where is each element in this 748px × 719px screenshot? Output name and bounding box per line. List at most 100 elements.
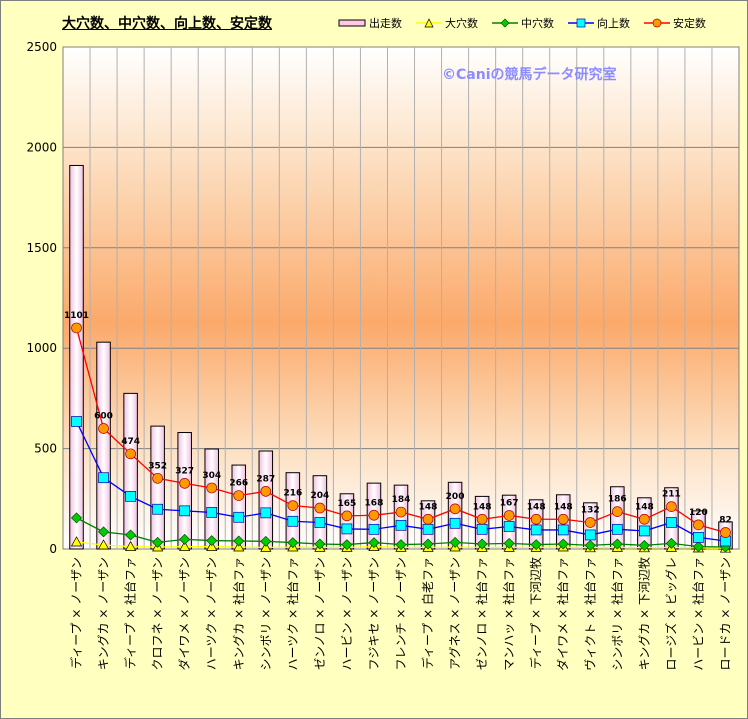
data-point	[71, 322, 82, 334]
data-point	[260, 541, 272, 552]
data-point	[233, 541, 245, 552]
data-label: 474	[121, 437, 140, 447]
data-point	[287, 515, 299, 527]
data-label: 168	[365, 498, 384, 508]
data-point	[179, 533, 191, 545]
data-label: 352	[148, 461, 167, 471]
data-point	[557, 538, 569, 550]
legend-label: 安定数	[673, 17, 706, 30]
data-point	[639, 513, 650, 525]
data-label: 204	[310, 491, 329, 501]
data-point	[97, 539, 110, 550]
data-label: 287	[256, 474, 275, 484]
data-label: 82	[719, 516, 732, 526]
data-point	[314, 502, 326, 514]
legend-diamond-icon	[492, 18, 518, 28]
data-point	[611, 538, 623, 550]
y-tick-label: 2500	[26, 40, 57, 54]
x-tick-label: ディープ × ノーザン	[69, 557, 84, 669]
legend-item-mid-upset: 中穴数	[492, 15, 554, 31]
data-point	[152, 472, 163, 484]
x-tick-label: マンハッ × 社台ファ	[501, 557, 516, 671]
x-tick-label: シンボリ × ノーザン	[259, 557, 273, 670]
x-tick-label: フレンチ × ノーザン	[394, 557, 408, 670]
x-tick-label: クロフネ × ノーザン	[151, 557, 165, 670]
data-point	[368, 523, 380, 535]
data-point	[422, 538, 434, 550]
data-label: 600	[94, 412, 113, 422]
data-point	[341, 539, 353, 551]
data-point	[557, 524, 569, 536]
series-square	[71, 416, 731, 547]
x-tick-label: フジキセ × ノーザン	[367, 557, 381, 670]
y-tick-label: 500	[34, 442, 57, 456]
data-point	[260, 535, 272, 547]
data-point	[611, 506, 623, 518]
data-point	[179, 505, 191, 517]
data-point	[530, 524, 542, 536]
data-point	[233, 511, 245, 523]
x-tick-label: ダイワメ × 社台ファ	[555, 557, 570, 671]
data-point	[584, 529, 596, 541]
data-point	[260, 486, 272, 497]
data-label: 216	[283, 489, 302, 499]
data-label: 148	[473, 502, 492, 512]
data-label: 148	[635, 502, 654, 512]
data-point	[395, 519, 407, 531]
series-diamond	[71, 512, 731, 553]
data-point	[125, 529, 137, 541]
bar	[69, 164, 84, 550]
legend-item-stable: 安定数	[644, 15, 706, 31]
data-point	[287, 537, 299, 549]
data-point	[125, 540, 137, 551]
data-point	[179, 477, 191, 489]
data-point	[503, 521, 515, 532]
data-point	[395, 506, 407, 518]
data-point	[368, 537, 380, 549]
data-point	[503, 537, 515, 549]
x-tick-label: シンボリ × 社台ファ	[609, 557, 624, 671]
y-tick-label: 0	[49, 542, 57, 556]
chart-title: 大穴数、中穴数、向上数、安定数	[62, 16, 272, 32]
data-point	[530, 513, 542, 525]
data-point	[71, 512, 83, 524]
data-point	[693, 519, 704, 531]
data-point	[666, 501, 677, 512]
data-labels: 1101 600 474 352 327 304 266 287 216 204 165 168 184…	[64, 311, 732, 526]
data-point	[638, 539, 650, 551]
data-point	[476, 523, 488, 535]
x-tick-label: ハービン × ノーザン	[340, 557, 354, 670]
data-point	[422, 523, 434, 535]
x-tick-label: ディープ × 白老ファ	[420, 557, 435, 669]
series-circle	[71, 322, 731, 538]
data-label: 148	[527, 502, 546, 512]
data-point	[584, 539, 596, 551]
data-point	[98, 423, 109, 434]
legend-item-improve: 向上数	[568, 15, 630, 31]
data-label: 266	[229, 479, 248, 489]
legend-item-starts: 出走数	[338, 15, 402, 31]
data-label: 184	[392, 495, 411, 505]
data-point	[639, 525, 650, 537]
data-point	[152, 503, 163, 515]
data-label: 200	[446, 492, 465, 502]
data-point	[476, 538, 488, 550]
x-tick-label: ディープ × 社台ファ	[123, 557, 138, 669]
data-label: 304	[202, 471, 221, 481]
data-point	[449, 536, 461, 548]
data-point	[503, 510, 515, 521]
bar	[258, 450, 274, 550]
data-label: 120	[689, 508, 708, 518]
data-point	[665, 537, 677, 549]
x-tick-label: ハービン × 社台ファ	[690, 557, 705, 671]
data-point	[368, 509, 380, 521]
x-tick-label: ディープ × 下河辺牧	[528, 557, 543, 669]
data-point	[611, 523, 623, 535]
legend-circle-icon	[644, 18, 670, 28]
data-label: 327	[175, 466, 194, 476]
x-tick-label: キングカ × ノーザン	[97, 557, 111, 670]
y-axis-ticks: 0 500 1000 1500 2000 2500	[26, 40, 57, 556]
x-tick-label: ダイワメ × ノーザン	[177, 557, 192, 670]
data-point	[70, 536, 83, 547]
